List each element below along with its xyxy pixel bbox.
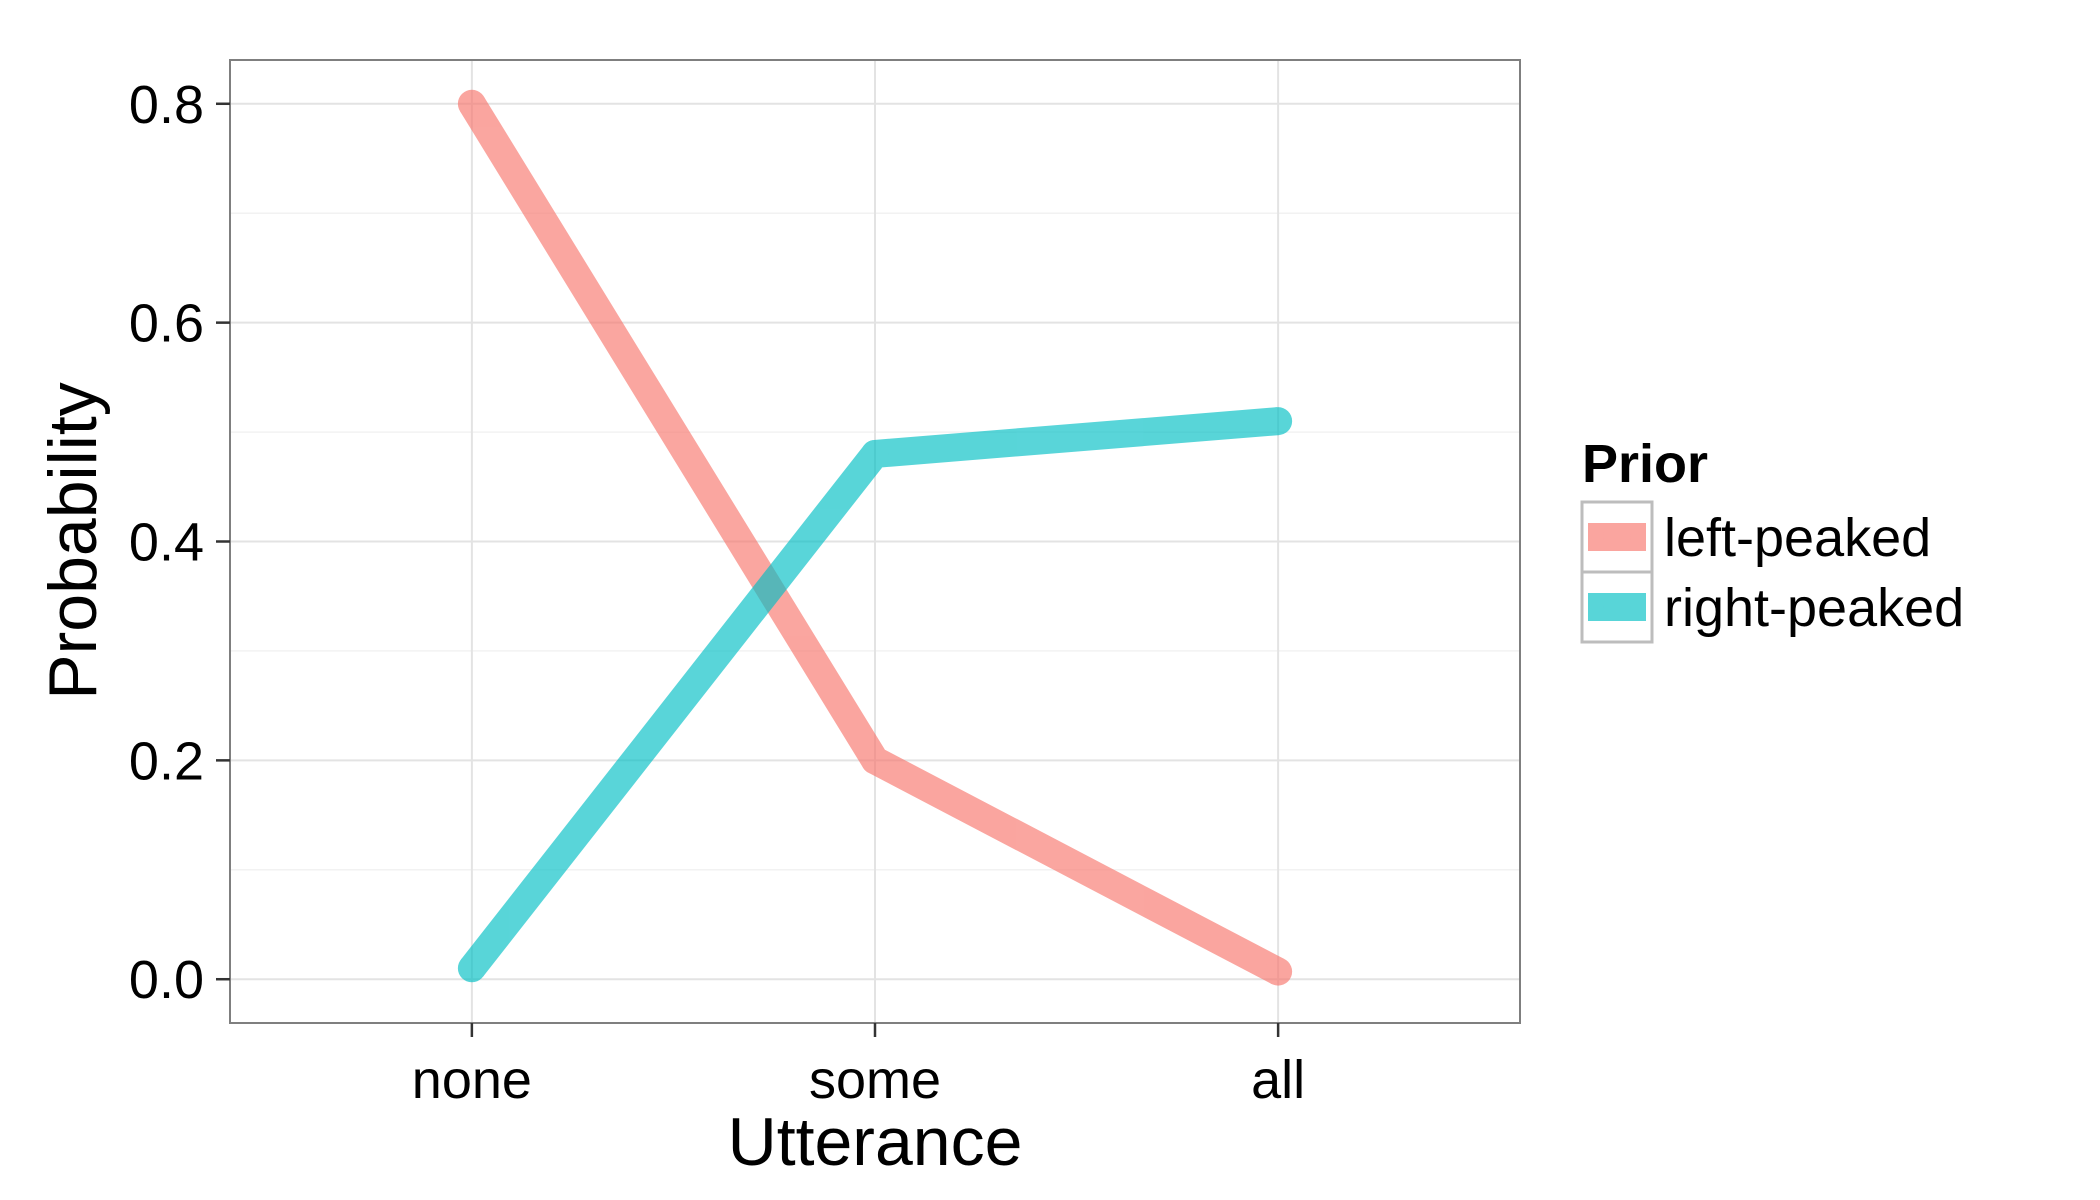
y-tick-label: 0.4 bbox=[129, 513, 204, 573]
y-tick-label: 0.8 bbox=[129, 75, 204, 135]
series-left-peaked bbox=[457, 89, 1293, 986]
x-tick-label: all bbox=[1251, 1050, 1305, 1110]
legend-label: left-peaked bbox=[1664, 508, 1931, 568]
grid-lines bbox=[230, 60, 1520, 1023]
legend-item-left-peaked: left-peaked bbox=[1580, 500, 1931, 574]
legend-swatch-point bbox=[1603, 523, 1631, 551]
legend: Prior left-peaked right-peaked bbox=[1580, 434, 1964, 644]
legend-swatch bbox=[1588, 593, 1646, 621]
legend-swatch-point bbox=[1603, 593, 1631, 621]
x-tick-label: some bbox=[809, 1050, 941, 1110]
legend-swatch bbox=[1588, 523, 1646, 551]
y-tick-label: 0.2 bbox=[129, 731, 204, 791]
x-tick-label: none bbox=[412, 1050, 532, 1110]
axes: 0.0 0.2 0.4 0.6 0.8 none some all bbox=[129, 75, 1305, 1110]
data-point-right-peaked bbox=[861, 439, 889, 468]
data-point-left-peaked bbox=[861, 746, 889, 775]
data-point-left-peaked bbox=[457, 89, 486, 118]
series-layer bbox=[457, 89, 1293, 986]
x-axis-title: Utterance bbox=[728, 1104, 1023, 1180]
y-tick-label: 0.0 bbox=[129, 950, 204, 1010]
data-point-right-peaked bbox=[1264, 407, 1293, 436]
data-point-left-peaked bbox=[1264, 957, 1293, 986]
data-point-right-peaked bbox=[457, 954, 486, 983]
legend-title: Prior bbox=[1582, 434, 1708, 494]
legend-items: left-peaked right-peaked bbox=[1580, 500, 1964, 644]
y-axis-title: Probability bbox=[35, 382, 111, 700]
legend-item-right-peaked: right-peaked bbox=[1580, 570, 1964, 644]
legend-label: right-peaked bbox=[1664, 578, 1964, 638]
y-tick-label: 0.6 bbox=[129, 294, 204, 354]
series-right-peaked bbox=[457, 407, 1293, 983]
